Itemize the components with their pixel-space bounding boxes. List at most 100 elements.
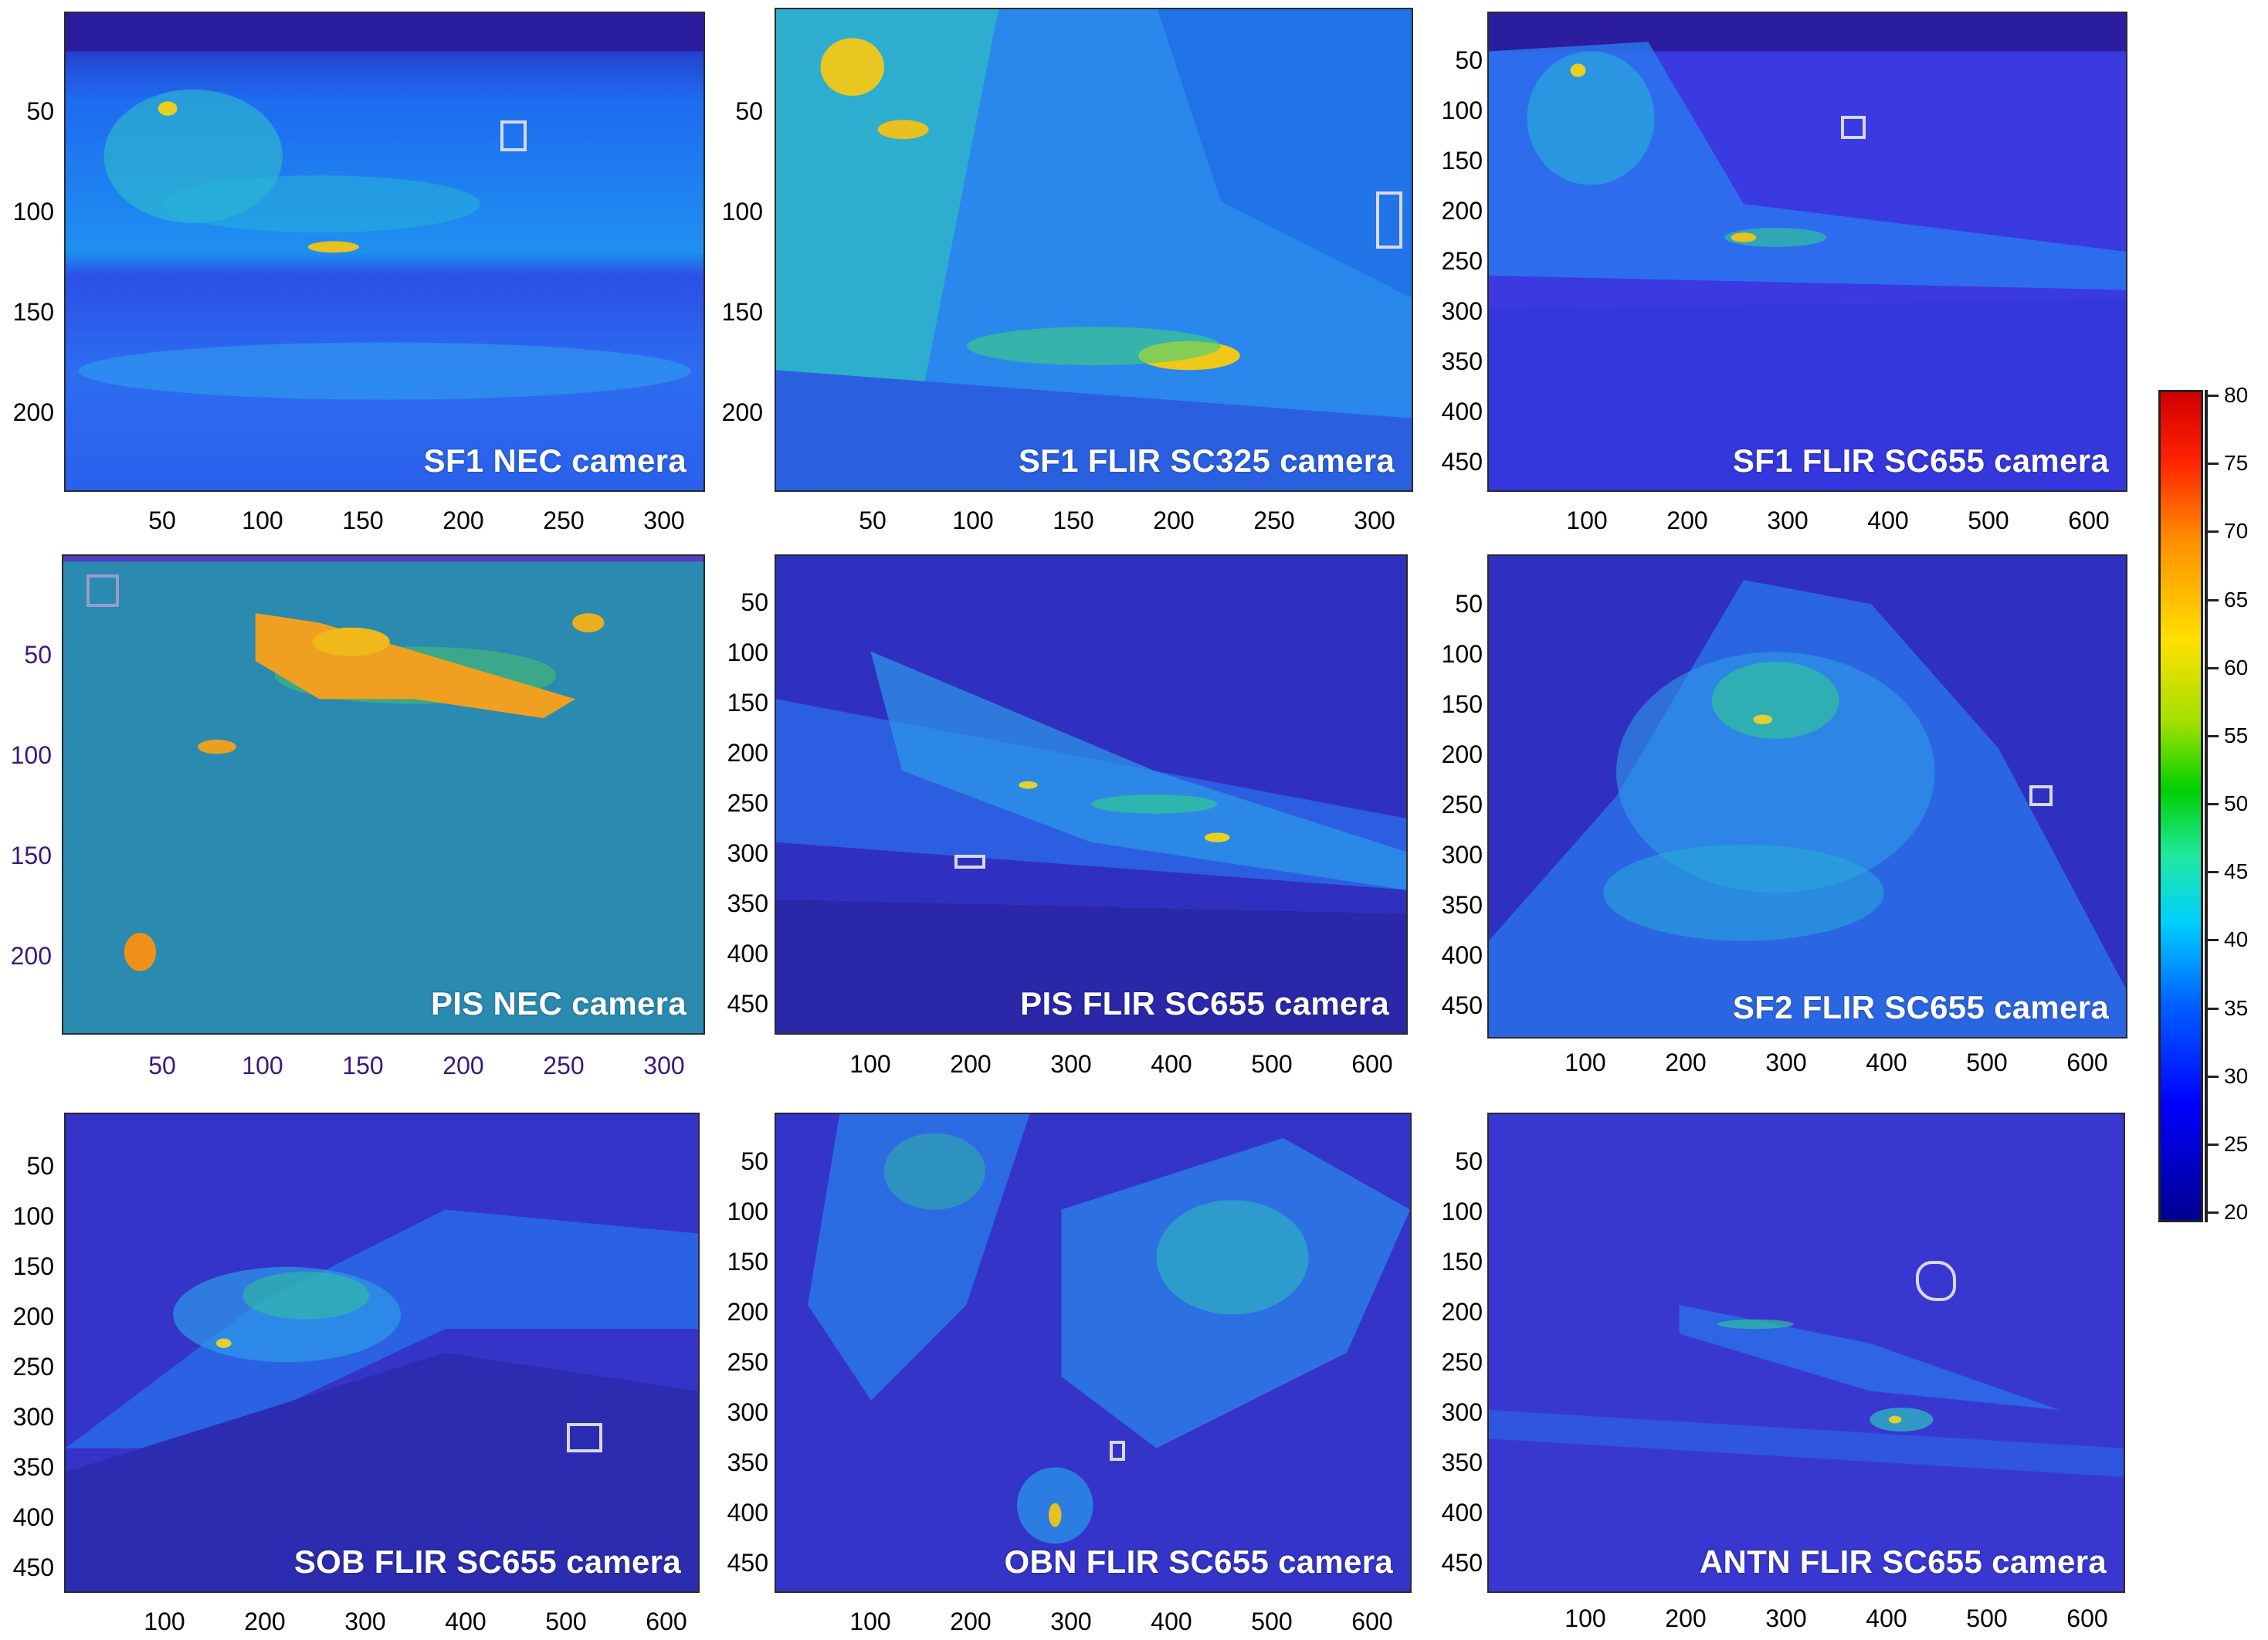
- thermal-image: SF2 FLIR SC655 camera: [1487, 554, 2127, 1039]
- colorbar-gradient: [2158, 390, 2203, 1222]
- y-tick-label: 150: [12, 298, 54, 326]
- camera-label: ANTN FLIR SC655 camera: [1699, 1543, 2107, 1580]
- x-tick-label: 300: [643, 507, 685, 534]
- camera-label: SF1 FLIR SC655 camera: [1732, 442, 2109, 479]
- colorbar-tick-label: 40: [2224, 927, 2249, 952]
- y-tick-label: 200: [12, 1303, 54, 1330]
- y-tick-label: 450: [12, 1554, 54, 1581]
- y-tick-label: 100: [12, 198, 54, 225]
- x-tick-label: 300: [1767, 507, 1809, 534]
- camera-label: SOB FLIR SC655 camera: [293, 1543, 681, 1580]
- y-tick-label: 150: [1441, 147, 1483, 175]
- y-tick-label: 300: [1441, 1398, 1483, 1426]
- y-tick-label: 100: [1441, 97, 1483, 124]
- x-tick-label: 100: [849, 1050, 891, 1078]
- y-tick-label: 50: [1455, 46, 1483, 74]
- y-tick-label: 400: [727, 940, 768, 967]
- y-tick-label: 350: [1441, 347, 1483, 375]
- y-tick-label: 150: [1441, 1248, 1483, 1276]
- x-tick-label: 600: [646, 1608, 687, 1635]
- x-tick-label: 250: [543, 507, 585, 534]
- y-tick-label: 300: [1441, 297, 1483, 325]
- thermal-image: SOB FLIR SC655 camera: [64, 1113, 700, 1593]
- y-tick-label: 350: [12, 1453, 54, 1481]
- y-tick-label: 200: [12, 398, 54, 426]
- thermal-image: OBN FLIR SC655 camera: [775, 1113, 1412, 1593]
- y-tick-label: 250: [1441, 791, 1483, 818]
- y-tick-label: 300: [727, 839, 768, 867]
- colorbar-tick: [2208, 666, 2219, 669]
- x-tick-label: 100: [849, 1608, 891, 1635]
- thermal-image: PIS NEC camera: [62, 554, 705, 1035]
- x-tick-label: 200: [1665, 1604, 1707, 1632]
- y-tick-label: 400: [12, 1503, 54, 1531]
- y-tick-label: 450: [1441, 1549, 1483, 1577]
- camera-label: SF1 NEC camera: [423, 442, 687, 479]
- y-tick-label: 50: [24, 641, 52, 669]
- y-tick-label: 150: [721, 298, 763, 326]
- y-tick-label: 450: [1441, 448, 1483, 476]
- colorbar-tick: [2208, 395, 2219, 397]
- y-tick-label: 400: [727, 1499, 768, 1526]
- x-tick-label: 300: [1050, 1050, 1092, 1078]
- thermal-image: SF1 NEC camera: [64, 12, 705, 492]
- x-tick-label: 100: [242, 1052, 283, 1079]
- y-tick-label: 250: [12, 1353, 54, 1381]
- y-tick-label: 350: [727, 889, 768, 917]
- x-tick-label: 600: [2068, 507, 2110, 534]
- x-tick-label: 100: [1565, 1049, 1606, 1076]
- roi-marker: [500, 120, 527, 151]
- x-tick-label: 50: [148, 507, 176, 534]
- y-tick-label: 50: [1455, 1147, 1483, 1175]
- y-tick-label: 50: [741, 588, 768, 616]
- y-tick-label: 450: [1441, 991, 1483, 1019]
- colorbar-tick: [2208, 871, 2219, 874]
- roi-marker: [1110, 1441, 1125, 1461]
- y-tick-label: 50: [26, 97, 54, 125]
- x-tick-label: 600: [2066, 1049, 2108, 1076]
- y-tick-label: 400: [1441, 1499, 1483, 1526]
- thermal-image: ANTN FLIR SC655 camera: [1487, 1113, 2125, 1593]
- y-tick-label: 100: [12, 1202, 54, 1230]
- x-tick-label: 150: [342, 507, 384, 534]
- y-tick-label: 300: [12, 1403, 54, 1431]
- x-tick-label: 200: [950, 1050, 992, 1078]
- x-tick-label: 500: [1251, 1050, 1293, 1078]
- y-tick-label: 50: [26, 1152, 54, 1180]
- y-tick-label: 150: [727, 1248, 768, 1276]
- y-tick-label: 350: [1441, 1449, 1483, 1476]
- y-tick-label: 200: [1441, 1298, 1483, 1326]
- colorbar-tick: [2208, 598, 2219, 601]
- roi-marker: [1916, 1261, 1956, 1301]
- y-tick-label: 250: [727, 1348, 768, 1376]
- thermal-image: SF1 FLIR SC325 camera: [775, 8, 1413, 492]
- thermal-image: PIS FLIR SC655 camera: [775, 554, 1408, 1035]
- x-tick-label: 400: [1867, 507, 1909, 534]
- x-tick-label: 50: [148, 1052, 176, 1079]
- colorbar-tick-label: 30: [2224, 1063, 2249, 1088]
- x-tick-label: 150: [1053, 507, 1094, 534]
- x-tick-label: 500: [1966, 1604, 2008, 1632]
- y-tick-label: 150: [12, 1252, 54, 1280]
- colorbar-tick: [2208, 463, 2219, 466]
- colorbar-tick-label: 35: [2224, 995, 2249, 1020]
- x-tick-label: 150: [342, 1052, 384, 1079]
- y-tick-label: 350: [727, 1449, 768, 1476]
- x-tick-label: 200: [950, 1608, 992, 1635]
- y-tick-label: 100: [1441, 640, 1483, 668]
- x-tick-label: 400: [1866, 1604, 1907, 1632]
- colorbar-tick: [2208, 803, 2219, 805]
- y-tick-label: 350: [1441, 891, 1483, 919]
- y-tick-label: 150: [1441, 690, 1483, 718]
- roi-marker: [2029, 785, 2053, 806]
- x-tick-label: 600: [1351, 1050, 1393, 1078]
- x-tick-label: 300: [1050, 1608, 1092, 1635]
- x-tick-label: 250: [543, 1052, 585, 1079]
- colorbar-tick: [2208, 939, 2219, 942]
- camera-label: OBN FLIR SC655 camera: [1004, 1543, 1393, 1580]
- y-tick-label: 250: [1441, 247, 1483, 275]
- x-tick-label: 250: [1253, 507, 1295, 534]
- colorbar-tick-label: 20: [2224, 1200, 2249, 1224]
- y-tick-label: 450: [727, 990, 768, 1018]
- y-tick-label: 250: [1441, 1348, 1483, 1376]
